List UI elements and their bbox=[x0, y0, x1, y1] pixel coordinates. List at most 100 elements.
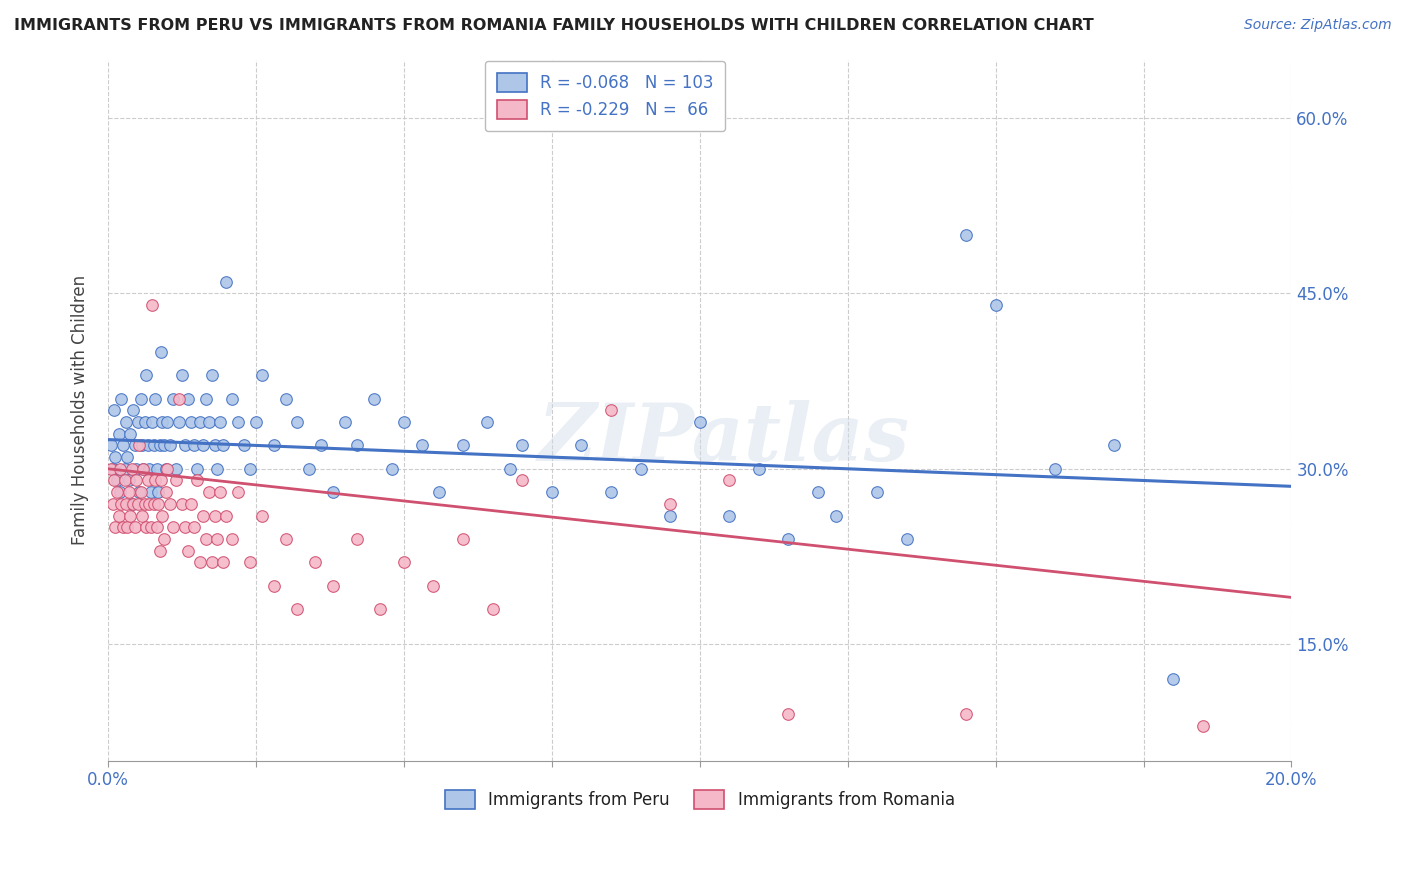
Point bbox=[200, 555, 222, 569]
Point bbox=[103, 403, 125, 417]
Point bbox=[226, 485, 249, 500]
Point bbox=[141, 415, 163, 429]
Point bbox=[150, 474, 173, 488]
Point bbox=[105, 485, 128, 500]
Point bbox=[209, 485, 232, 500]
Point bbox=[177, 392, 200, 406]
Point bbox=[104, 450, 127, 464]
Point bbox=[392, 415, 415, 429]
Point bbox=[381, 462, 404, 476]
Point bbox=[451, 438, 474, 452]
Point bbox=[145, 520, 167, 534]
Point bbox=[183, 438, 205, 452]
Point bbox=[451, 532, 474, 546]
Point bbox=[156, 415, 179, 429]
Point bbox=[392, 555, 415, 569]
Point bbox=[120, 508, 142, 523]
Point bbox=[984, 298, 1007, 312]
Point bbox=[499, 462, 522, 476]
Point bbox=[135, 520, 157, 534]
Point bbox=[124, 520, 146, 534]
Point bbox=[540, 485, 562, 500]
Point bbox=[143, 497, 166, 511]
Point bbox=[748, 462, 770, 476]
Point bbox=[110, 497, 132, 511]
Point bbox=[127, 415, 149, 429]
Point bbox=[125, 462, 148, 476]
Point bbox=[111, 520, 134, 534]
Point bbox=[167, 415, 190, 429]
Point bbox=[136, 438, 159, 452]
Point bbox=[124, 438, 146, 452]
Point bbox=[165, 474, 187, 488]
Point bbox=[422, 579, 444, 593]
Point bbox=[212, 438, 235, 452]
Point bbox=[285, 415, 308, 429]
Point bbox=[194, 532, 217, 546]
Point bbox=[1161, 672, 1184, 686]
Point bbox=[600, 403, 623, 417]
Point bbox=[630, 462, 652, 476]
Point bbox=[153, 532, 176, 546]
Point bbox=[955, 227, 977, 242]
Point bbox=[689, 415, 711, 429]
Point bbox=[118, 474, 141, 488]
Point bbox=[121, 462, 143, 476]
Point bbox=[155, 462, 177, 476]
Point bbox=[136, 474, 159, 488]
Point bbox=[197, 485, 219, 500]
Point bbox=[139, 485, 162, 500]
Point bbox=[1191, 719, 1213, 733]
Point bbox=[132, 462, 155, 476]
Point bbox=[143, 438, 166, 452]
Point bbox=[510, 438, 533, 452]
Point bbox=[481, 602, 503, 616]
Point bbox=[209, 415, 232, 429]
Point bbox=[718, 508, 741, 523]
Point bbox=[1102, 438, 1125, 452]
Point bbox=[250, 368, 273, 383]
Point bbox=[226, 415, 249, 429]
Point bbox=[156, 462, 179, 476]
Point bbox=[143, 392, 166, 406]
Point bbox=[363, 392, 385, 406]
Point bbox=[194, 392, 217, 406]
Point bbox=[110, 392, 132, 406]
Point bbox=[215, 508, 238, 523]
Point bbox=[129, 485, 152, 500]
Point bbox=[274, 392, 297, 406]
Point bbox=[807, 485, 830, 500]
Point bbox=[165, 462, 187, 476]
Point bbox=[221, 532, 243, 546]
Point bbox=[155, 485, 177, 500]
Point bbox=[153, 438, 176, 452]
Point bbox=[135, 368, 157, 383]
Point bbox=[127, 497, 149, 511]
Point bbox=[718, 474, 741, 488]
Point bbox=[107, 508, 129, 523]
Point bbox=[346, 532, 368, 546]
Point bbox=[221, 392, 243, 406]
Point bbox=[148, 497, 170, 511]
Point bbox=[131, 438, 153, 452]
Point bbox=[475, 415, 498, 429]
Point bbox=[233, 438, 256, 452]
Point bbox=[188, 555, 211, 569]
Point bbox=[191, 508, 214, 523]
Point bbox=[180, 415, 202, 429]
Point bbox=[204, 508, 226, 523]
Point bbox=[200, 368, 222, 383]
Point bbox=[183, 520, 205, 534]
Point bbox=[150, 344, 173, 359]
Point bbox=[138, 462, 160, 476]
Point bbox=[239, 462, 262, 476]
Point bbox=[170, 497, 193, 511]
Point bbox=[128, 485, 150, 500]
Point bbox=[778, 532, 800, 546]
Point bbox=[204, 438, 226, 452]
Point bbox=[162, 392, 184, 406]
Point bbox=[118, 485, 141, 500]
Point bbox=[101, 462, 124, 476]
Point bbox=[148, 485, 170, 500]
Point bbox=[139, 520, 162, 534]
